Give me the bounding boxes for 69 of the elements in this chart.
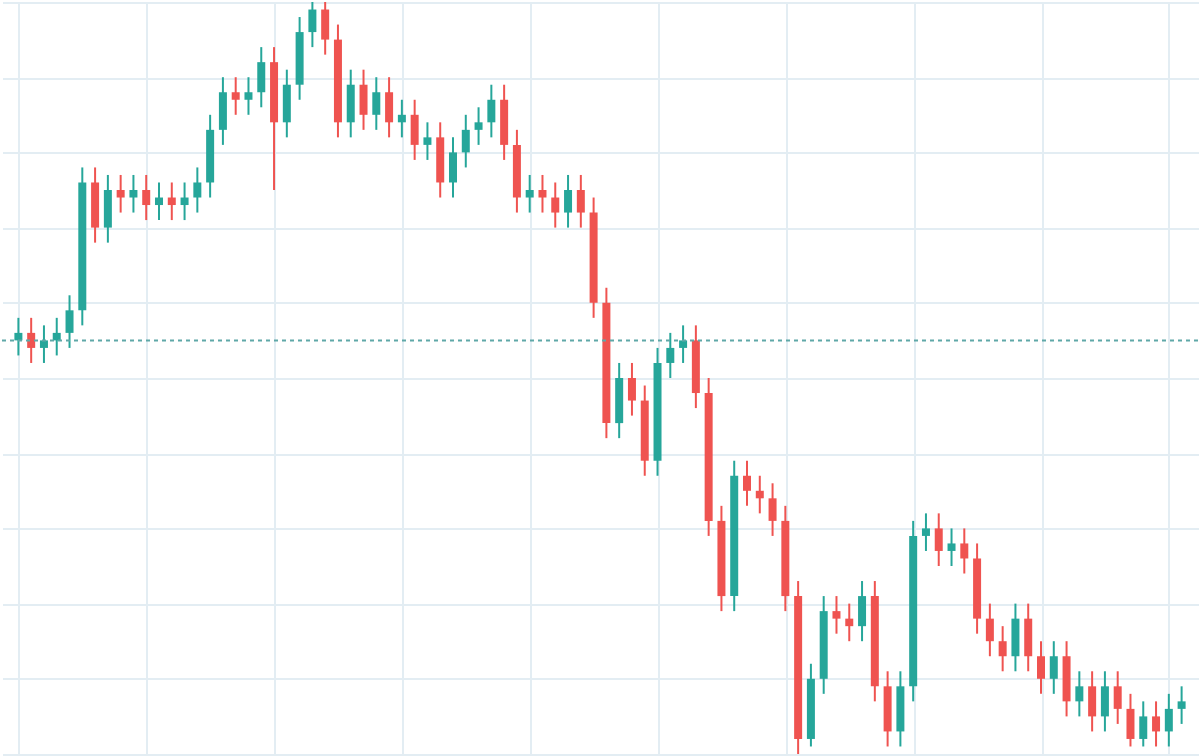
candlestick (423, 121, 432, 161)
candlestick (346, 68, 355, 139)
candlestick (1024, 602, 1033, 673)
candlestick (218, 76, 227, 146)
candlestick (282, 68, 291, 139)
candlestick (1100, 670, 1109, 733)
candlestick (308, 1, 317, 49)
candlestick (244, 76, 253, 116)
candlestick (129, 173, 138, 214)
candlestick (193, 166, 202, 214)
candlestick (960, 527, 969, 575)
candlestick (27, 316, 36, 364)
candlestick (142, 173, 151, 222)
candlestick (410, 98, 419, 161)
candlestick (500, 83, 509, 161)
candlestick (103, 173, 112, 244)
candlestick (1062, 640, 1071, 718)
candlestick (1177, 685, 1186, 725)
candlestick (474, 106, 483, 146)
candlestick (768, 482, 777, 537)
candlestick (1037, 640, 1045, 695)
candlestick (39, 324, 48, 364)
candlestick (947, 527, 956, 567)
candlestick (985, 602, 994, 658)
candlestick (858, 580, 867, 643)
candlestick (934, 512, 943, 567)
candlestick (321, 1, 330, 56)
candlestick (116, 173, 125, 214)
candlestick (436, 121, 445, 199)
candlestick (845, 602, 854, 643)
candlestick (1075, 670, 1084, 718)
candlestick (832, 595, 841, 635)
candlestick (666, 331, 675, 379)
candlestick (627, 361, 636, 417)
candlestick (449, 136, 457, 199)
candlestick (679, 324, 688, 364)
candlestick (1113, 670, 1122, 725)
candlestick (1152, 700, 1161, 748)
candlestick (564, 173, 573, 229)
candlestick (615, 361, 624, 440)
candlestick (359, 68, 368, 131)
candlestick (755, 474, 764, 515)
candlestick (1164, 692, 1173, 748)
candlestick (538, 173, 547, 214)
candlestick (551, 181, 560, 229)
candlestick (257, 46, 266, 109)
candlestick (1011, 602, 1020, 673)
candlestick (385, 76, 394, 139)
candlestick (155, 181, 163, 222)
candlestick (167, 181, 176, 222)
candlestick (1126, 692, 1135, 748)
candlestick (896, 670, 905, 748)
candlestick (998, 625, 1007, 673)
candlestick (1088, 670, 1097, 733)
candlestick (883, 670, 892, 748)
candlestick (1139, 700, 1148, 748)
candlestick (1049, 640, 1058, 695)
candlestick (397, 98, 406, 139)
candlestick (487, 83, 496, 139)
candlestick (91, 166, 100, 244)
candlestick (576, 173, 585, 229)
candlestick (65, 294, 74, 349)
candlestick (461, 113, 470, 169)
candlestick (372, 76, 381, 131)
candlestick (743, 459, 751, 507)
candlestick (180, 181, 189, 222)
candlestick (231, 76, 240, 116)
candlestick (525, 173, 534, 214)
candlestick (921, 512, 930, 552)
